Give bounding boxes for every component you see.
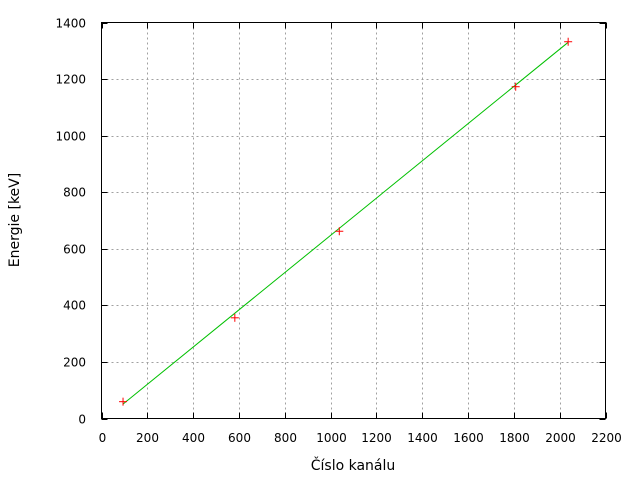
y-tick-label: 400 (63, 299, 86, 313)
data-point (230, 313, 239, 322)
y-tick-label: 800 (63, 186, 86, 200)
x-tick-label: 1400 (407, 431, 438, 445)
y-axis-label: Energie [keV] (7, 173, 23, 267)
y-tick-label: 1400 (55, 17, 86, 31)
ticks: 0 200 400 600 800 1000 1200 1400 1600 1800 2000 220… (55, 17, 621, 446)
x-tick-label: 400 (182, 431, 205, 445)
data-point (511, 82, 520, 91)
data-point (564, 37, 573, 46)
x-tick-label: 1000 (316, 431, 347, 445)
x-tick-label: 800 (274, 431, 297, 445)
x-tick-label: 200 (136, 431, 159, 445)
series (119, 37, 573, 406)
fit-line (122, 41, 569, 405)
y-tick-label: 0 (78, 413, 86, 427)
plot-frame (101, 22, 606, 419)
y-tick-label: 1200 (55, 73, 86, 87)
data-point (119, 397, 128, 406)
y-tick-label: 600 (63, 243, 86, 257)
x-tick-label: 1800 (499, 431, 530, 445)
x-axis-label: Číslo kanálu (311, 456, 396, 474)
x-tick-label: 0 (99, 431, 107, 445)
data-point (335, 227, 344, 236)
x-tick-label: 2000 (545, 431, 576, 445)
y-tick-label: 1000 (55, 130, 86, 144)
x-tick-label: 1200 (361, 431, 392, 445)
grid (101, 22, 606, 419)
x-tick-label: 1600 (453, 431, 484, 445)
y-tick-label: 200 (63, 356, 86, 370)
x-tick-label: 600 (228, 431, 251, 445)
x-tick-label: 2200 (591, 431, 622, 445)
